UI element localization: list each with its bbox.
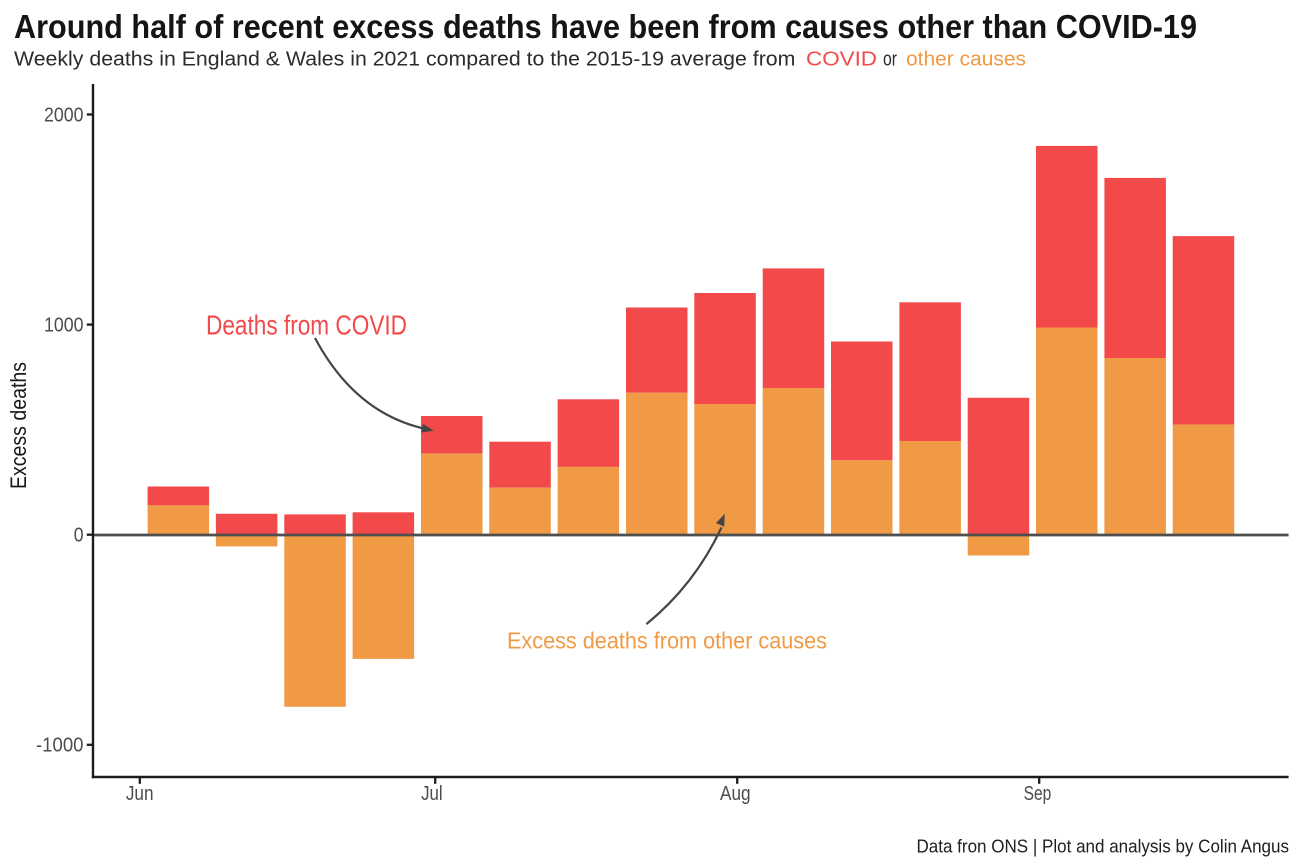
svg-text:Around half of recent excess d: Around half of recent excess deaths have… xyxy=(14,9,1197,46)
svg-text:Sep: Sep xyxy=(1024,783,1052,805)
svg-text:Excess deaths: Excess deaths xyxy=(6,362,31,489)
svg-text:other causes: other causes xyxy=(906,48,1026,70)
svg-text:Jun: Jun xyxy=(126,783,154,805)
svg-text:or: or xyxy=(883,48,897,70)
svg-text:0: 0 xyxy=(74,525,84,547)
svg-text:Weekly deaths in England & Wal: Weekly deaths in England & Wales in 2021… xyxy=(14,48,795,70)
svg-text:Jul: Jul xyxy=(421,783,443,805)
svg-text:Deaths from COVID: Deaths from COVID xyxy=(206,310,407,341)
svg-text:COVID: COVID xyxy=(806,48,877,70)
svg-text:Excess deaths from other cause: Excess deaths from other causes xyxy=(507,627,827,653)
svg-text:1000: 1000 xyxy=(44,315,84,337)
svg-text:Data fron ONS | Plot and analy: Data fron ONS | Plot and analysis by Col… xyxy=(917,836,1290,857)
svg-text:Aug: Aug xyxy=(720,783,751,805)
svg-text:2000: 2000 xyxy=(44,104,84,126)
svg-text:-1000: -1000 xyxy=(36,735,84,757)
